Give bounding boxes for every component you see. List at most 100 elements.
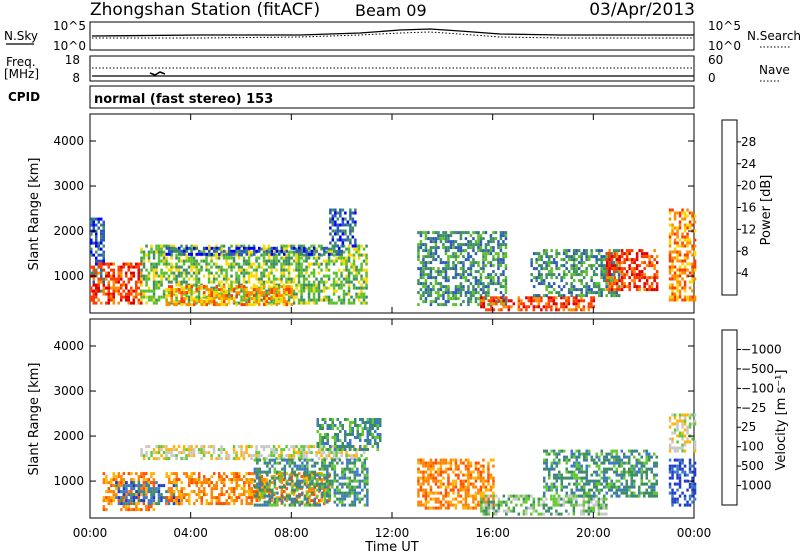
power-cell: [585, 294, 588, 298]
power-cell: [155, 250, 158, 254]
velocity-cell: [292, 457, 296, 461]
power-cell: [170, 244, 173, 248]
power-cell: [540, 308, 543, 312]
power-cell: [648, 276, 651, 280]
velocity-cell: [454, 464, 458, 468]
power-cell: [147, 286, 151, 290]
velocity-cell: [477, 470, 480, 474]
velocity-cell: [447, 461, 450, 465]
power-cell: [344, 223, 347, 227]
power-cell: [255, 277, 258, 281]
power-cell: [360, 292, 363, 296]
power-cell: [302, 301, 306, 305]
velocity-cell: [267, 445, 271, 449]
freq-tick-bottom: 8: [72, 71, 80, 85]
power-cell: [332, 259, 336, 263]
power-cell: [617, 276, 621, 280]
power-cell: [691, 244, 694, 248]
power-cell: [325, 246, 328, 250]
velocity-cell: [354, 448, 357, 451]
velocity-cell: [316, 421, 319, 424]
power-cell: [540, 267, 543, 271]
velocity-cell: [358, 473, 362, 477]
velocity-cell: [160, 454, 163, 458]
power-cell: [417, 267, 420, 271]
velocity-cell: [454, 497, 458, 501]
power-cell: [477, 249, 480, 253]
velocity-cell: [165, 475, 168, 479]
power-cell: [325, 274, 328, 278]
power-cell: [177, 259, 181, 263]
power-cell: [346, 220, 350, 224]
power-cell: [347, 250, 351, 254]
power-cell: [334, 214, 337, 218]
velocity-cell: [273, 503, 277, 507]
power-cell: [362, 295, 366, 299]
velocity-cell: [429, 464, 433, 468]
velocity-cell: [270, 499, 273, 503]
power-cell: [444, 288, 448, 292]
velocity-cell: [464, 464, 468, 468]
velocity-cell: [313, 497, 317, 501]
power-cell: [577, 299, 581, 303]
power-cell: [197, 295, 201, 299]
power-cell: [505, 305, 508, 309]
velocity-cell: [316, 461, 319, 465]
velocity-cell: [261, 482, 264, 486]
velocity-cell: [311, 479, 314, 483]
power-cell: [200, 285, 203, 289]
power-cell: [494, 258, 498, 262]
power-cell: [132, 301, 135, 305]
power-cell: [207, 268, 211, 272]
power-cell: [495, 296, 498, 300]
power-cell: [607, 279, 611, 283]
power-cell: [454, 270, 458, 274]
power-echo-region: [668, 208, 697, 302]
power-cell: [292, 277, 296, 281]
power-cell: [499, 243, 503, 247]
power-cell: [439, 237, 443, 241]
power-cell: [310, 244, 313, 248]
velocity-cell: [273, 482, 277, 486]
power-cell: [457, 285, 460, 289]
velocity-cell: [218, 475, 221, 479]
velocity-cell: [112, 496, 116, 500]
velocity-cell: [359, 445, 362, 448]
power-cell: [302, 283, 306, 287]
power-cell: [691, 298, 694, 302]
power-cell: [555, 261, 558, 265]
power-cell: [340, 274, 343, 278]
power-cell: [97, 283, 100, 287]
power-cell: [312, 256, 316, 260]
power-cell: [347, 280, 351, 284]
power-cell: [462, 231, 465, 235]
power-cell: [492, 270, 495, 274]
power-cell: [482, 299, 486, 303]
power-cell: [255, 288, 258, 292]
velocity-cell: [429, 467, 433, 471]
power-cell: [570, 285, 573, 289]
velocity-cell: [235, 472, 238, 476]
power-cell: [262, 280, 266, 284]
power-cell: [352, 268, 356, 272]
velocity-cell: [459, 479, 463, 483]
power-cell: [648, 285, 651, 289]
power-cell: [90, 289, 93, 293]
power-cell: [280, 300, 283, 304]
power-cell: [547, 302, 551, 306]
power-cell: [550, 276, 553, 280]
velocity-cell: [442, 497, 445, 501]
velocity-cell: [298, 494, 302, 498]
power-ylabel: Slant Range [km]: [27, 158, 42, 271]
power-cell: [432, 246, 435, 250]
power-cell: [312, 280, 316, 284]
power-cell: [95, 292, 98, 296]
velocity-cell: [323, 473, 327, 477]
velocity-cell: [434, 491, 438, 495]
velocity-cell: [361, 479, 364, 483]
velocity-cell: [449, 458, 453, 462]
power-cell: [620, 285, 624, 289]
power-cell: [242, 268, 246, 272]
power-cell: [253, 297, 256, 301]
power-cell: [336, 244, 340, 248]
